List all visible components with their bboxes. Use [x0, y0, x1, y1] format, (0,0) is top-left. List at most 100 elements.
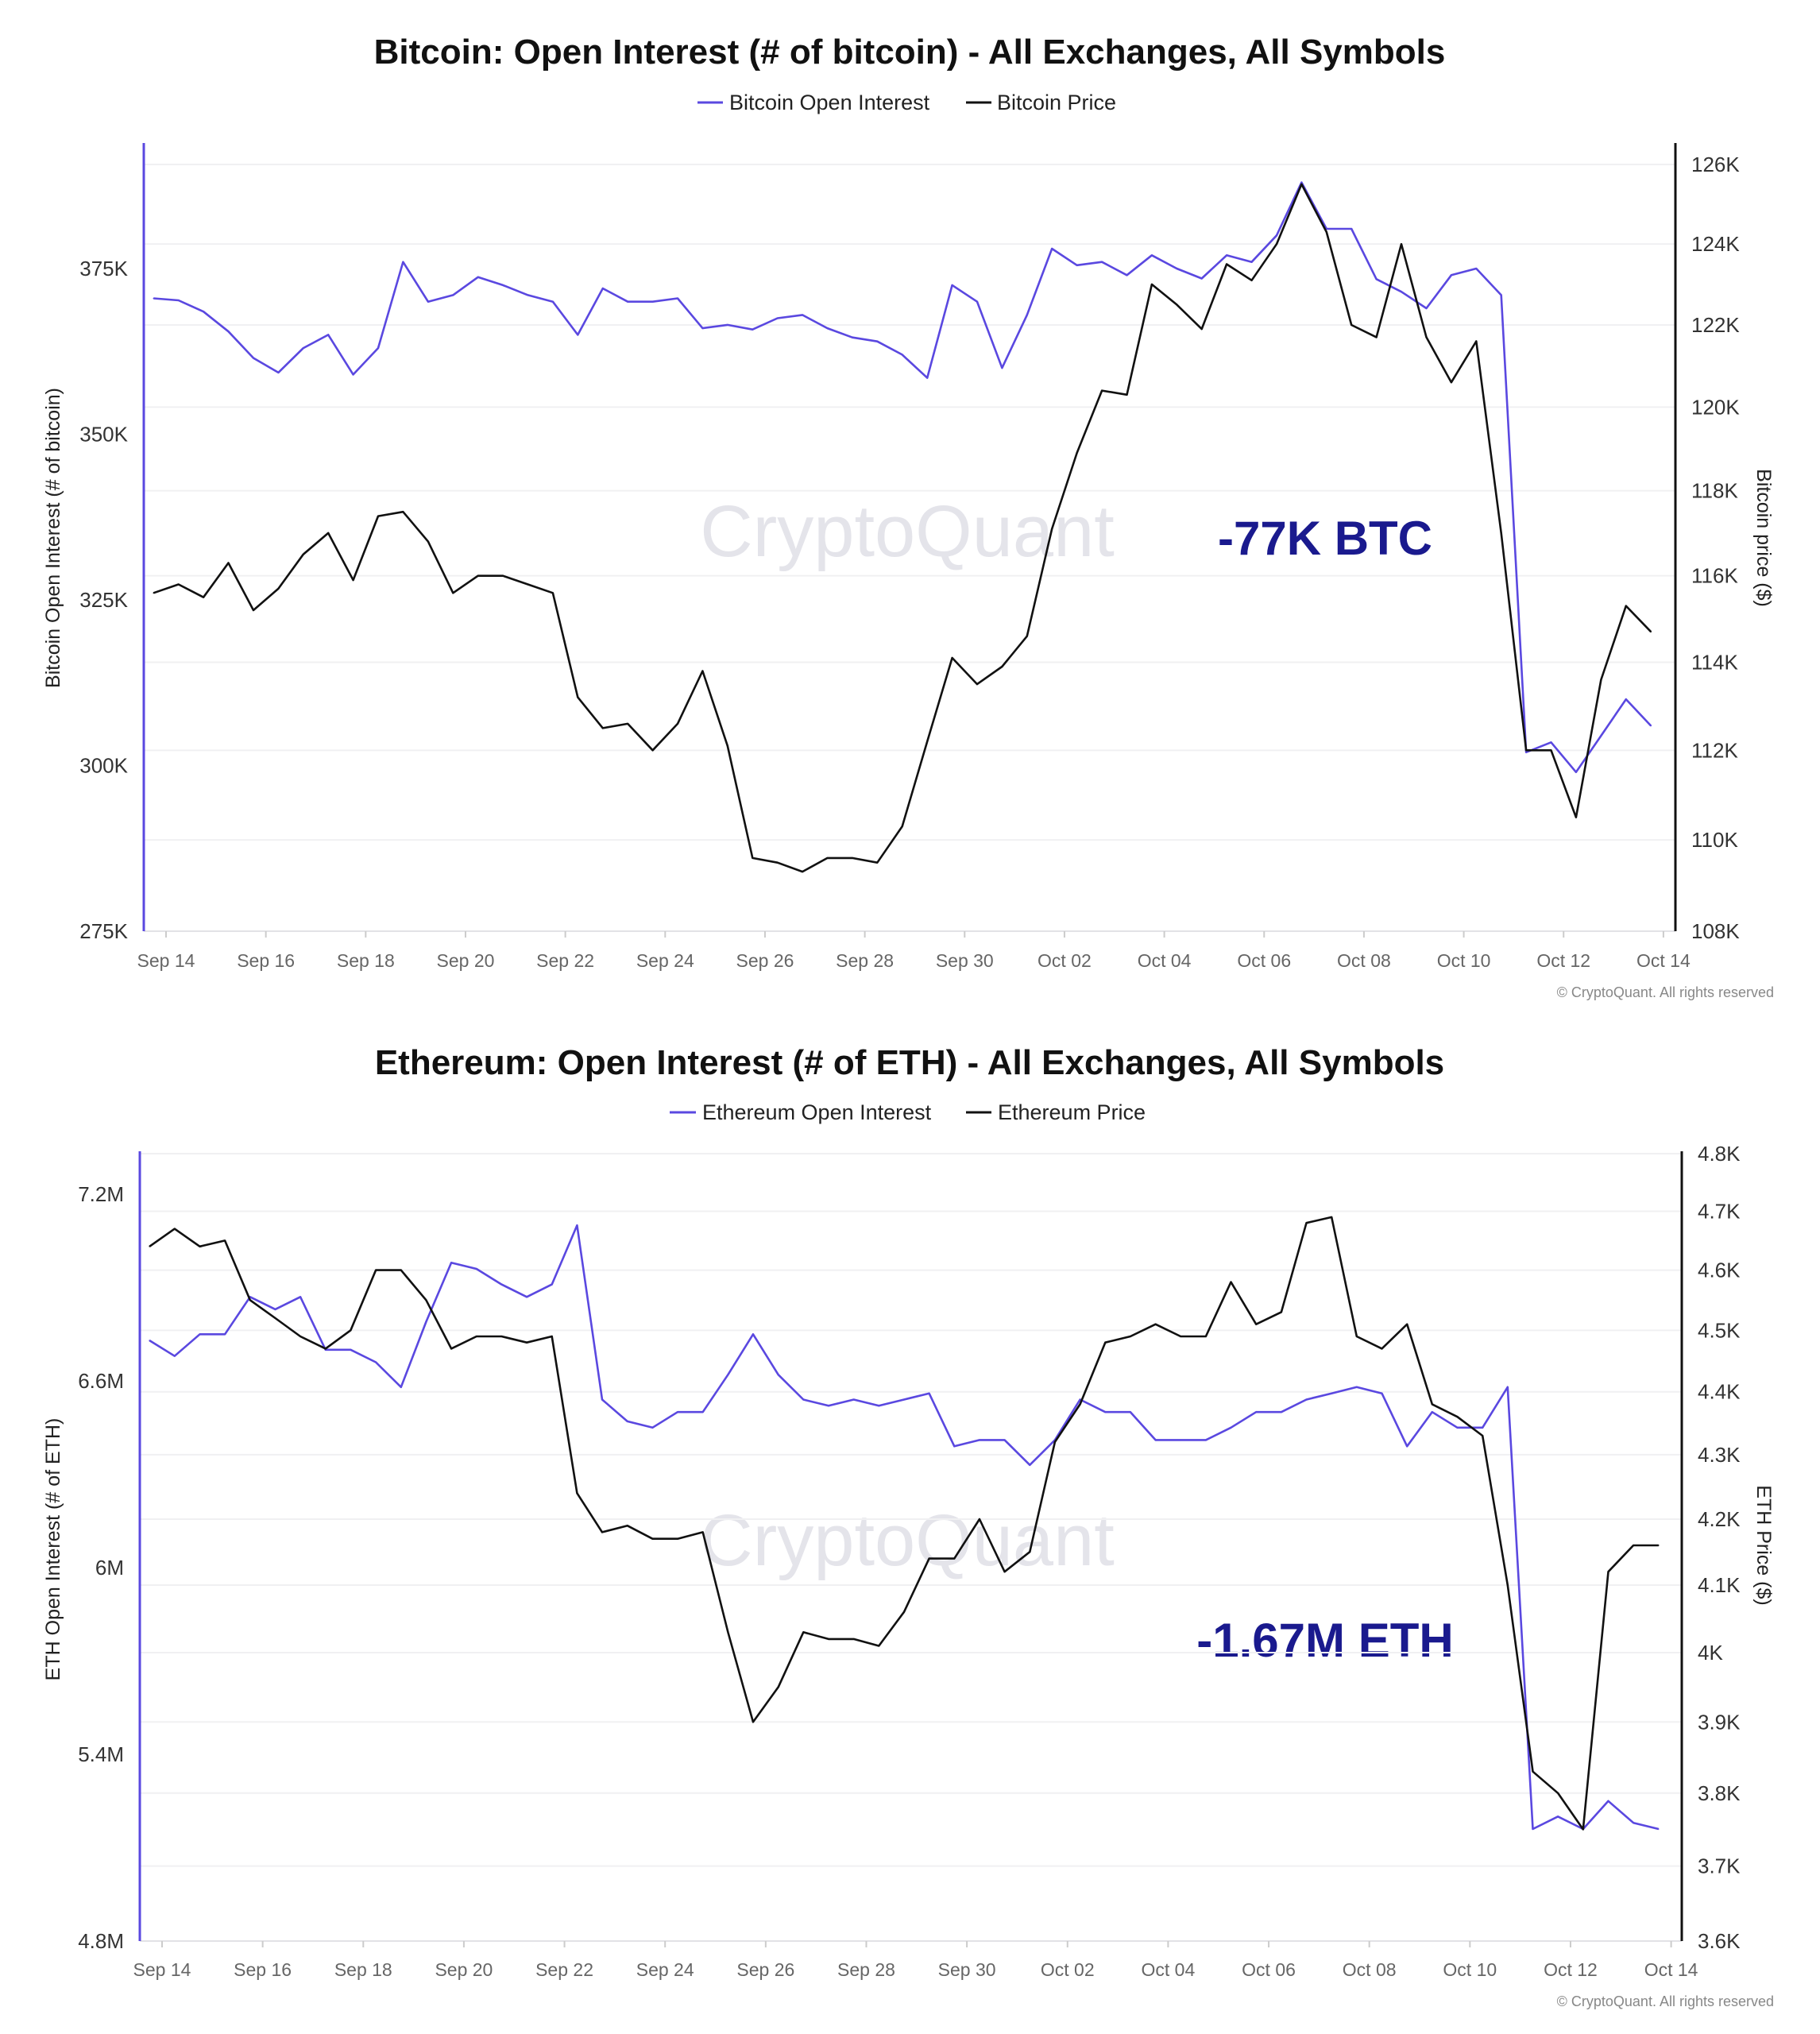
data-point: [1331, 1392, 1332, 1394]
copyright: © CryptoQuant. All rights reserved: [1557, 984, 1774, 1000]
data-point: [1180, 1439, 1182, 1441]
data-point: [828, 1405, 829, 1407]
data-point: [1525, 752, 1527, 753]
data-point: [1575, 816, 1577, 818]
data-point: [302, 553, 304, 555]
right-tick-label: 3.8K: [1698, 1781, 1741, 1805]
right-tick-label: 110K: [1691, 828, 1738, 852]
left-tick-label: 275K: [79, 919, 128, 943]
data-point: [1154, 1323, 1157, 1325]
data-point: [601, 288, 604, 289]
data-point: [1381, 1392, 1383, 1394]
right-tick-label: 108K: [1691, 919, 1740, 943]
data-point: [1401, 291, 1402, 292]
data-point: [352, 579, 354, 581]
data-point: [826, 327, 829, 329]
data-point: [878, 1645, 880, 1647]
data-point: [576, 1492, 578, 1495]
data-point: [1200, 277, 1203, 280]
left-tick-label: 325K: [79, 588, 128, 612]
data-point: [327, 532, 329, 534]
data-point: [852, 1398, 855, 1401]
watermark: CryptoQuant: [700, 1500, 1115, 1581]
data-point: [1425, 307, 1428, 309]
right-tick-label: 4.7K: [1698, 1200, 1741, 1224]
data-point: [1130, 1411, 1131, 1413]
data-point: [375, 1269, 377, 1271]
data-point: [1325, 228, 1327, 230]
data-point: [452, 592, 454, 594]
data-point: [1557, 1792, 1559, 1794]
x-tick-label: Sep 18: [337, 950, 395, 971]
data-point: [1180, 1336, 1182, 1337]
x-tick-label: Sep 30: [936, 950, 994, 971]
x-tick-label: Oct 04: [1142, 1959, 1196, 1980]
data-point: [701, 1411, 704, 1413]
data-point: [752, 1721, 754, 1723]
series-price: [153, 183, 1652, 873]
data-point: [1300, 184, 1303, 185]
data-point: [425, 1321, 427, 1323]
data-point: [1633, 1545, 1634, 1546]
copyright: © CryptoQuant. All rights reserved: [1557, 1993, 1774, 2009]
data-point: [552, 300, 554, 303]
left-tick-label: 4.8M: [78, 1929, 124, 1953]
data-point: [828, 1638, 829, 1640]
data-point: [1375, 336, 1378, 338]
data-point: [174, 1355, 176, 1357]
data-point: [576, 1224, 578, 1226]
data-point: [1104, 1411, 1107, 1413]
legend: Ethereum Open Interest Ethereum Price: [670, 1100, 1146, 1124]
data-point: [627, 723, 628, 725]
data-point: [1305, 1222, 1308, 1224]
x-tick-label: Oct 06: [1242, 1959, 1296, 1980]
right-tick-label: 4.6K: [1698, 1259, 1741, 1282]
right-tick-label: 3.6K: [1698, 1929, 1741, 1953]
data-point: [901, 826, 903, 827]
x-tick-label: Sep 26: [736, 950, 794, 971]
x-tick-label: Oct 12: [1536, 950, 1590, 971]
data-point: [1532, 1770, 1534, 1773]
data-point: [527, 583, 529, 586]
data-point: [1425, 336, 1428, 338]
legend-open-interest: Bitcoin Open Interest: [729, 91, 930, 114]
data-point: [527, 294, 529, 296]
data-point: [1600, 735, 1602, 737]
x-tick-label: Oct 14: [1644, 1959, 1698, 1980]
data-point: [1507, 1584, 1509, 1586]
data-point: [677, 723, 678, 725]
x-tick-label: Sep 22: [535, 1959, 593, 1980]
x-tick-label: Sep 24: [636, 950, 694, 971]
data-point: [1101, 261, 1103, 263]
data-point: [500, 1336, 503, 1337]
data-point: [199, 1333, 201, 1336]
legend: Bitcoin Open Interest Bitcoin Price: [697, 91, 1116, 114]
data-point: [475, 1336, 477, 1337]
data-point: [1226, 254, 1227, 257]
data-point: [1151, 254, 1153, 257]
data-point: [1076, 452, 1078, 454]
data-point: [1331, 1216, 1332, 1218]
data-point: [450, 1262, 452, 1263]
data-point: [1176, 304, 1178, 306]
data-point: [1130, 1336, 1131, 1337]
data-point: [1456, 1426, 1459, 1429]
legend-price: Ethereum Price: [998, 1100, 1146, 1124]
data-point: [776, 861, 779, 864]
right-tick-label: 122K: [1691, 313, 1740, 337]
data-point: [551, 1283, 553, 1286]
gridlines: [144, 164, 1675, 932]
data-point: [400, 1386, 402, 1388]
x-tick-label: Sep 22: [536, 950, 594, 971]
data-point: [1456, 1416, 1459, 1417]
data-point: [299, 1296, 301, 1298]
data-point: [1406, 1445, 1408, 1448]
data-point: [701, 1531, 704, 1533]
data-point: [1582, 1828, 1584, 1831]
x-tick-label: Sep 28: [837, 1959, 895, 1980]
right-tick-label: 116K: [1691, 564, 1738, 588]
data-point: [1575, 771, 1577, 773]
data-point: [752, 1333, 754, 1336]
data-point: [274, 1317, 276, 1319]
x-tick-label: Sep 30: [938, 1959, 996, 1980]
